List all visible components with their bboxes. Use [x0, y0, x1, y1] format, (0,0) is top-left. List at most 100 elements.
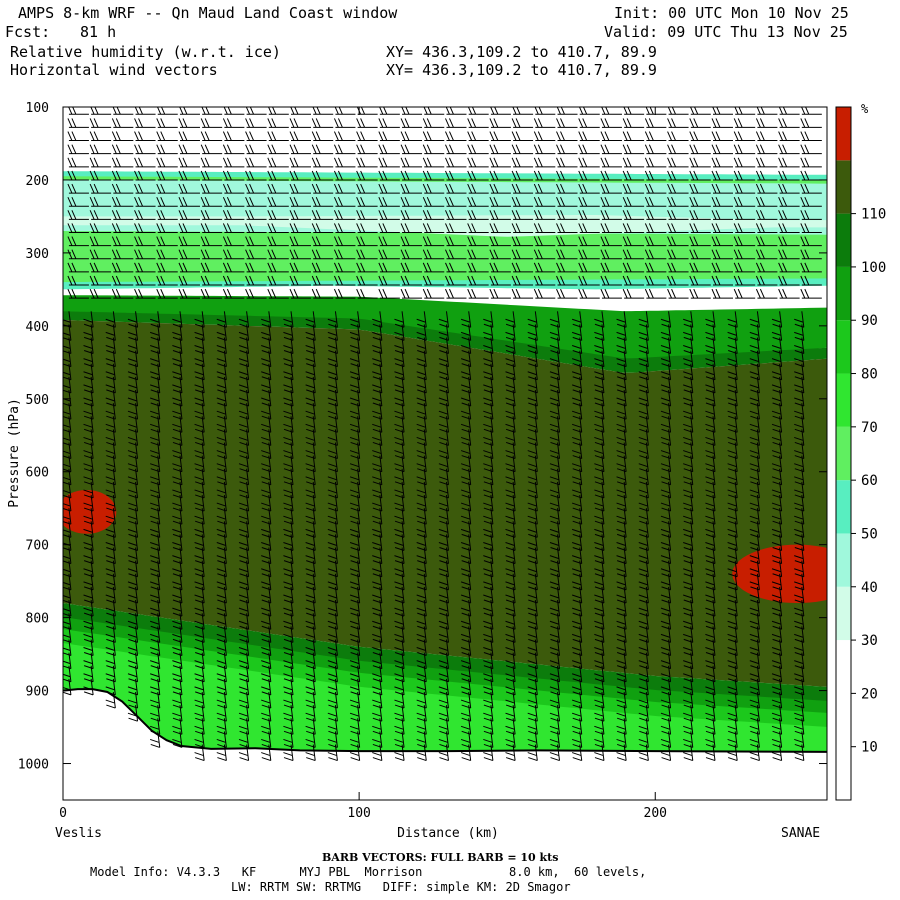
wind-barb [178, 118, 200, 128]
wind-barb [445, 157, 467, 168]
wind-barb [622, 157, 645, 168]
wind-barb [400, 157, 423, 168]
wind-barb [533, 183, 556, 194]
wind-barb [533, 249, 556, 260]
wind-barb [756, 107, 778, 115]
wind-barb [667, 236, 689, 247]
wind-barb [556, 288, 578, 299]
wind-barb [511, 223, 534, 233]
wind-barb [445, 236, 467, 247]
wind-barb [356, 210, 378, 220]
wind-barb [134, 223, 156, 233]
wind-barb [156, 107, 178, 115]
wind-barb [378, 275, 400, 286]
wind-barb [800, 236, 822, 247]
wind-barb [156, 275, 178, 286]
wind-barb [422, 157, 445, 168]
wind-barb [755, 157, 778, 168]
wind-barb [467, 118, 489, 128]
wind-barb [801, 107, 822, 115]
wind-barb [511, 288, 534, 299]
wind-barb [578, 118, 600, 128]
wind-barb [267, 262, 289, 273]
wind-barb [578, 107, 600, 115]
wind-barb [156, 170, 178, 181]
wind-barb [644, 170, 667, 181]
wind-barb [261, 744, 272, 762]
wind-barb [556, 275, 578, 286]
wind-barb [667, 170, 689, 181]
wind-barb [111, 183, 134, 194]
wind-barb [111, 144, 134, 155]
valid-time: Valid: 09 UTC Thu 13 Nov 25 [604, 23, 848, 41]
colorbar-cell [836, 320, 851, 374]
wind-barb [289, 275, 312, 286]
wind-barb [422, 118, 445, 128]
wind-barb [511, 157, 534, 168]
wind-barb [305, 744, 316, 762]
wind-barb [733, 223, 756, 233]
wind-barb [312, 107, 334, 115]
wind-barb [400, 223, 423, 233]
terrain-fill [63, 689, 827, 800]
wind-barb [378, 236, 400, 247]
wind-barb [178, 170, 200, 181]
wind-barb [349, 744, 361, 762]
colorbar-cell [836, 107, 851, 161]
wind-barb [222, 197, 245, 207]
y-tick-label: 300 [26, 247, 49, 262]
wind-barb [755, 223, 778, 233]
wind-barb [689, 107, 711, 115]
wind-barb [333, 118, 356, 128]
wind-barb [467, 170, 489, 181]
wind-barb [89, 118, 112, 128]
wind-barb [156, 210, 178, 220]
wind-barb [467, 107, 489, 115]
wind-barb [200, 262, 223, 273]
wind-barb [527, 744, 538, 762]
wind-barb [800, 118, 822, 128]
wind-barb [622, 275, 645, 286]
wind-barb [556, 183, 578, 194]
wind-barb [200, 249, 223, 260]
wind-barb [378, 288, 400, 299]
wind-barb [245, 118, 267, 128]
wind-barb [622, 288, 645, 299]
wind-barb [200, 197, 223, 207]
colorbar-label: 30 [861, 633, 878, 649]
wind-barb [511, 170, 534, 181]
wind-barb [378, 249, 400, 260]
wind-barb [134, 262, 156, 273]
wind-barb [89, 236, 112, 247]
rh-max-patch [63, 489, 117, 534]
wind-barb [178, 275, 200, 286]
wind-barb [422, 131, 445, 142]
wind-barb [489, 223, 511, 233]
wind-barb [445, 210, 467, 220]
wind-barb [467, 210, 489, 220]
wind-barb [333, 236, 356, 247]
wind-barb [733, 288, 756, 299]
wind-barb [67, 210, 89, 220]
wind-barb [755, 249, 778, 260]
wind-barb [156, 288, 178, 299]
wind-barb [755, 170, 778, 181]
wind-barb [333, 249, 356, 260]
wind-barb [67, 144, 89, 155]
xy-range-2: XY= 436.3,109.2 to 410.7, 89.9 [386, 61, 657, 79]
wind-barb [111, 249, 134, 260]
wind-barb [67, 262, 89, 273]
wind-barb [289, 144, 312, 155]
model-info-line2: LW: RRTM SW: RRTMG DIFF: simple KM: 2D S… [231, 880, 571, 894]
colorbar-label: 110 [861, 207, 886, 223]
rh-band-90 [63, 311, 827, 373]
wind-barb [467, 236, 489, 247]
colorbar-label: 70 [861, 420, 878, 436]
wind-barb [711, 183, 733, 194]
wind-barb [422, 183, 445, 194]
wind-barb [578, 183, 600, 194]
wind-barb [422, 144, 445, 155]
wind-barb [778, 107, 800, 115]
wind-barb [356, 183, 378, 194]
wind-barb [667, 262, 689, 273]
